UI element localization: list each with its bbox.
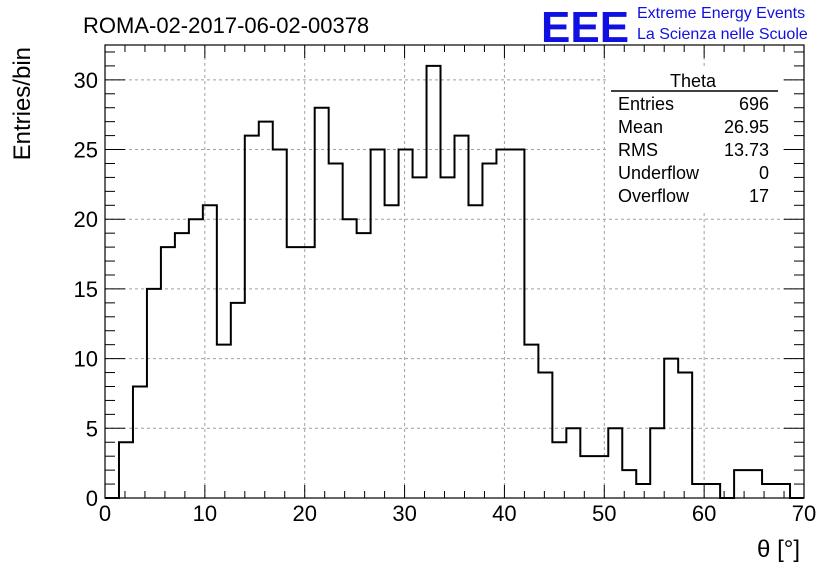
- histogram-bin: [231, 303, 245, 498]
- histogram-bin: [706, 484, 720, 498]
- histogram-bin: [580, 456, 594, 498]
- histogram-bin: [357, 233, 371, 498]
- histogram-bin: [427, 66, 441, 498]
- y-tick-label: 10: [74, 347, 98, 372]
- stats-row-value: 26.95: [724, 117, 769, 137]
- histogram-bin: [399, 150, 413, 498]
- histogram-bin: [343, 219, 357, 498]
- y-axis-label: Entries/bin: [9, 47, 36, 160]
- histogram-bin: [133, 386, 147, 498]
- histogram-outline: [105, 64, 804, 499]
- eee-logo-line2: La Scienza nelle Scuole: [637, 26, 808, 43]
- stats-row-label: RMS: [618, 140, 658, 160]
- x-tick-label: 50: [592, 501, 616, 526]
- stats-row-label: Overflow: [618, 186, 690, 206]
- histogram-bin: [385, 205, 399, 498]
- y-tick-label: 0: [86, 486, 98, 511]
- stats-rows: Entries 696 Mean 26.95 RMS 13.73 Underflow 0 Ove…: [618, 94, 769, 206]
- eee-logo-mark: EEE: [541, 3, 629, 52]
- histogram-bin: [147, 289, 161, 498]
- histogram-bin: [636, 484, 650, 498]
- stats-row-value: 17: [749, 186, 769, 206]
- x-axis-label: θ [°]: [757, 536, 800, 563]
- histogram-bin: [510, 150, 524, 498]
- stats-title: Theta: [670, 71, 717, 91]
- histogram-bins: [105, 64, 804, 499]
- x-tick-label: 70: [792, 501, 816, 526]
- histogram-bin: [748, 470, 762, 498]
- x-tick-label: 0: [99, 501, 111, 526]
- chart-title: ROMA-02-2017-06-02-00378: [83, 13, 369, 38]
- x-tick-label: 10: [193, 501, 217, 526]
- histogram-bin: [734, 470, 748, 498]
- histogram-bin: [455, 136, 469, 498]
- histogram-bin: [175, 233, 189, 498]
- eee-logo-line1: Extreme Energy Events: [637, 5, 805, 22]
- stats-row-value: 13.73: [724, 140, 769, 160]
- histogram-bin: [538, 373, 552, 498]
- x-tick-label: 20: [292, 501, 316, 526]
- histogram-bin: [217, 345, 231, 498]
- x-tick-labels: 0 10 20 30 40 50 60 70: [99, 501, 816, 526]
- histogram-bin: [552, 442, 566, 498]
- y-tick-label: 30: [74, 68, 98, 93]
- histogram-bin: [482, 163, 496, 498]
- histogram-bin: [776, 484, 790, 498]
- y-tick-label: 20: [74, 207, 98, 232]
- histogram-bin: [161, 247, 175, 498]
- y-tick-labels: 0 5 10 15 20 25 30: [74, 68, 98, 511]
- x-tick-label: 40: [492, 501, 516, 526]
- y-tick-label: 5: [86, 416, 98, 441]
- histogram-bin: [301, 247, 315, 498]
- stats-row-label: Underflow: [618, 163, 700, 183]
- stats-row-label: Entries: [618, 94, 674, 114]
- histogram-bin: [566, 428, 580, 498]
- eee-logo: EEE Extreme Energy Events La Scienza nel…: [541, 3, 808, 52]
- histogram-bin: [678, 373, 692, 498]
- y-tick-label: 25: [74, 138, 98, 163]
- histogram-bin: [496, 150, 510, 498]
- histogram-bin: [608, 428, 622, 498]
- histogram-bin: [441, 177, 455, 498]
- histogram-bin: [371, 150, 385, 498]
- histogram-bin: [413, 177, 427, 498]
- histogram-bin: [468, 205, 482, 498]
- histogram-bin: [650, 428, 664, 498]
- stats-row-value: 696: [739, 94, 769, 114]
- histogram-bin: [245, 136, 259, 498]
- histogram-bin: [119, 442, 133, 498]
- stats-row-label: Mean: [618, 117, 663, 137]
- histogram-bin: [315, 108, 329, 498]
- x-tick-label: 30: [392, 501, 416, 526]
- histogram-bin: [329, 163, 343, 498]
- y-tick-label: 15: [74, 277, 98, 302]
- histogram-bin: [273, 150, 287, 498]
- histogram-bin: [524, 345, 538, 498]
- histogram-bin: [287, 247, 301, 498]
- histogram-bin: [594, 456, 608, 498]
- x-tick-label: 60: [692, 501, 716, 526]
- plot-frame: [104, 44, 805, 499]
- axis-ticks: [104, 45, 805, 499]
- histogram-bin: [259, 122, 273, 498]
- stats-row-value: 0: [759, 163, 769, 183]
- stats-box: Theta Entries 696 Mean 26.95 RMS 13.73 Underfl…: [609, 68, 780, 210]
